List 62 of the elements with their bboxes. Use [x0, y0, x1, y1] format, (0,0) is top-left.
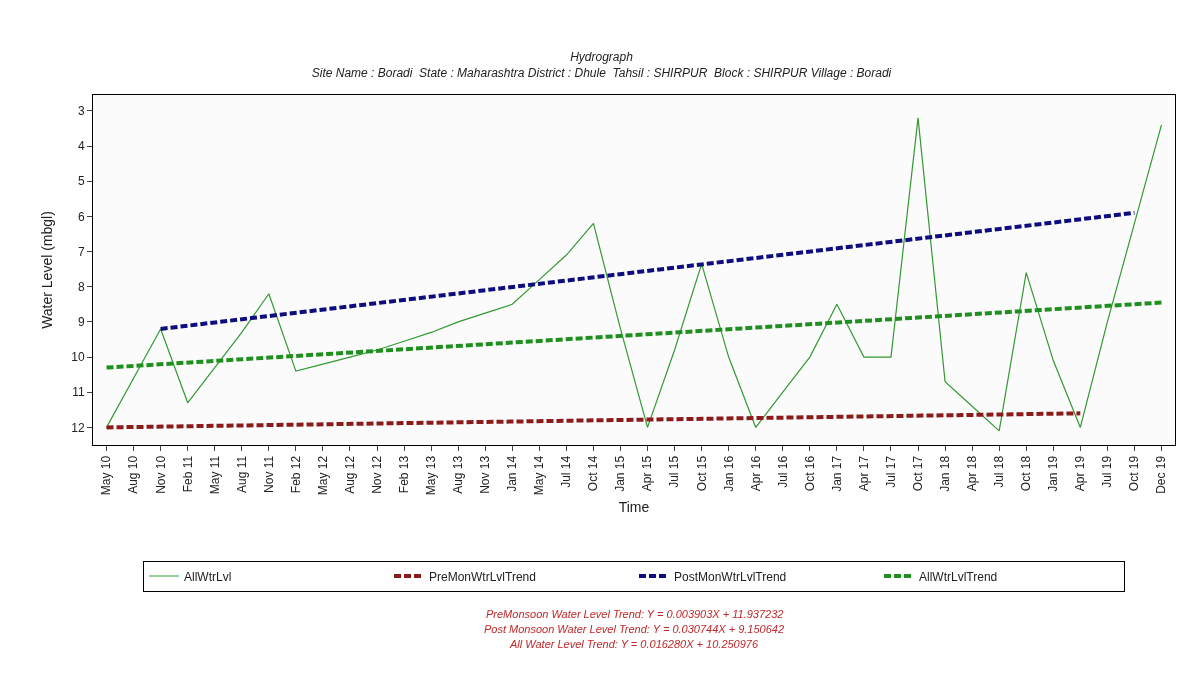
- x-tick-label: Oct 18: [1019, 455, 1034, 492]
- y-tick-label: 5: [77, 174, 85, 189]
- x-tick-label: Dec 19: [1154, 455, 1169, 494]
- x-tick-label: Apr 18: [965, 455, 980, 492]
- x-tick-label: Apr 16: [748, 455, 763, 492]
- y-tick-label: 8: [77, 279, 85, 294]
- x-tick-label: May 13: [424, 455, 439, 496]
- x-tick-label: Oct 19: [1127, 455, 1142, 492]
- y-tick-label: 6: [77, 209, 85, 224]
- x-tick-label: Feb 12: [288, 455, 303, 494]
- chart-subtitle: Site Name : Boradi State : Maharashtra District : Dhule Tahsil : SHIRPUR Block : SHIRPUR Village : Boradi: [311, 66, 892, 81]
- x-tick-label: Jul 15: [667, 455, 682, 488]
- y-tick-label: 7: [77, 244, 85, 259]
- y-axis-title: Water Level (mbgl): [38, 211, 55, 329]
- y-tick-label: 9: [77, 315, 85, 330]
- x-tick-label: Feb 11: [180, 455, 195, 493]
- chart-title: Hydrograph: [570, 50, 634, 65]
- x-tick-label: Oct 17: [910, 455, 925, 492]
- x-tick-label: Jul 18: [992, 455, 1007, 488]
- y-tick-label: 4: [77, 139, 85, 154]
- x-axis-title: Time: [618, 499, 650, 516]
- y-tick-label: 12: [71, 420, 85, 435]
- x-tick-label: Jan 14: [505, 455, 520, 492]
- x-tick-label: Jul 17: [883, 455, 898, 488]
- legend-label: AllWtrLvl: [184, 569, 232, 584]
- x-tick-label: Oct 15: [694, 455, 709, 492]
- x-tick-label: Aug 10: [126, 455, 141, 494]
- legend-label: PostMonWtrLvlTrend: [674, 569, 787, 584]
- x-tick-label: Nov 10: [153, 455, 168, 494]
- legend-label: AllWtrLvlTrend: [919, 569, 998, 584]
- x-tick-label: Nov 11: [261, 455, 276, 493]
- text: All Water Level Trend: Y = 0.016280X + 10.250976: [509, 638, 759, 650]
- x-tick-label: Jan 15: [613, 455, 628, 492]
- x-tick-label: Jan 16: [721, 455, 736, 492]
- x-tick-label: Jul 14: [559, 455, 574, 488]
- x-tick-label: Jan 19: [1046, 455, 1061, 492]
- text: PreMonsoon Water Level Trend: Y = 0.003903X + 11.937232: [486, 608, 784, 620]
- x-tick-label: Nov 13: [478, 455, 493, 494]
- x-tick-label: May 11: [207, 455, 222, 495]
- x-tick-label: Aug 13: [451, 455, 466, 494]
- x-tick-label: May 10: [99, 455, 114, 496]
- y-tick-label: 11: [72, 385, 85, 400]
- x-tick-label: Apr 19: [1073, 455, 1088, 492]
- x-tick-label: Feb 13: [396, 455, 411, 494]
- x-tick-label: Jul 16: [775, 455, 790, 488]
- x-tick-label: Apr 17: [856, 455, 871, 492]
- x-tick-label: May 12: [315, 455, 330, 496]
- x-tick-label: Jan 18: [937, 455, 952, 492]
- y-tick-label: 3: [77, 104, 85, 119]
- y-tick-label: 10: [71, 350, 85, 365]
- x-tick-label: Oct 16: [802, 455, 817, 492]
- x-tick-label: Jan 17: [829, 455, 844, 492]
- line-series: [105, 117, 1163, 432]
- x-tick-label: Oct 14: [586, 455, 601, 492]
- x-tick-label: Aug 11: [234, 455, 249, 493]
- x-tick-label: Jul 19: [1100, 455, 1115, 488]
- legend-label: PreMonWtrLvlTrend: [429, 569, 536, 584]
- x-tick-label: May 14: [532, 455, 547, 496]
- x-tick-label: Apr 15: [640, 455, 655, 492]
- text: Post Monsoon Water Level Trend: Y = 0.030744X + 9.150642: [484, 623, 785, 635]
- x-tick-label: Aug 12: [342, 455, 357, 494]
- x-tick-label: Nov 12: [369, 455, 384, 494]
